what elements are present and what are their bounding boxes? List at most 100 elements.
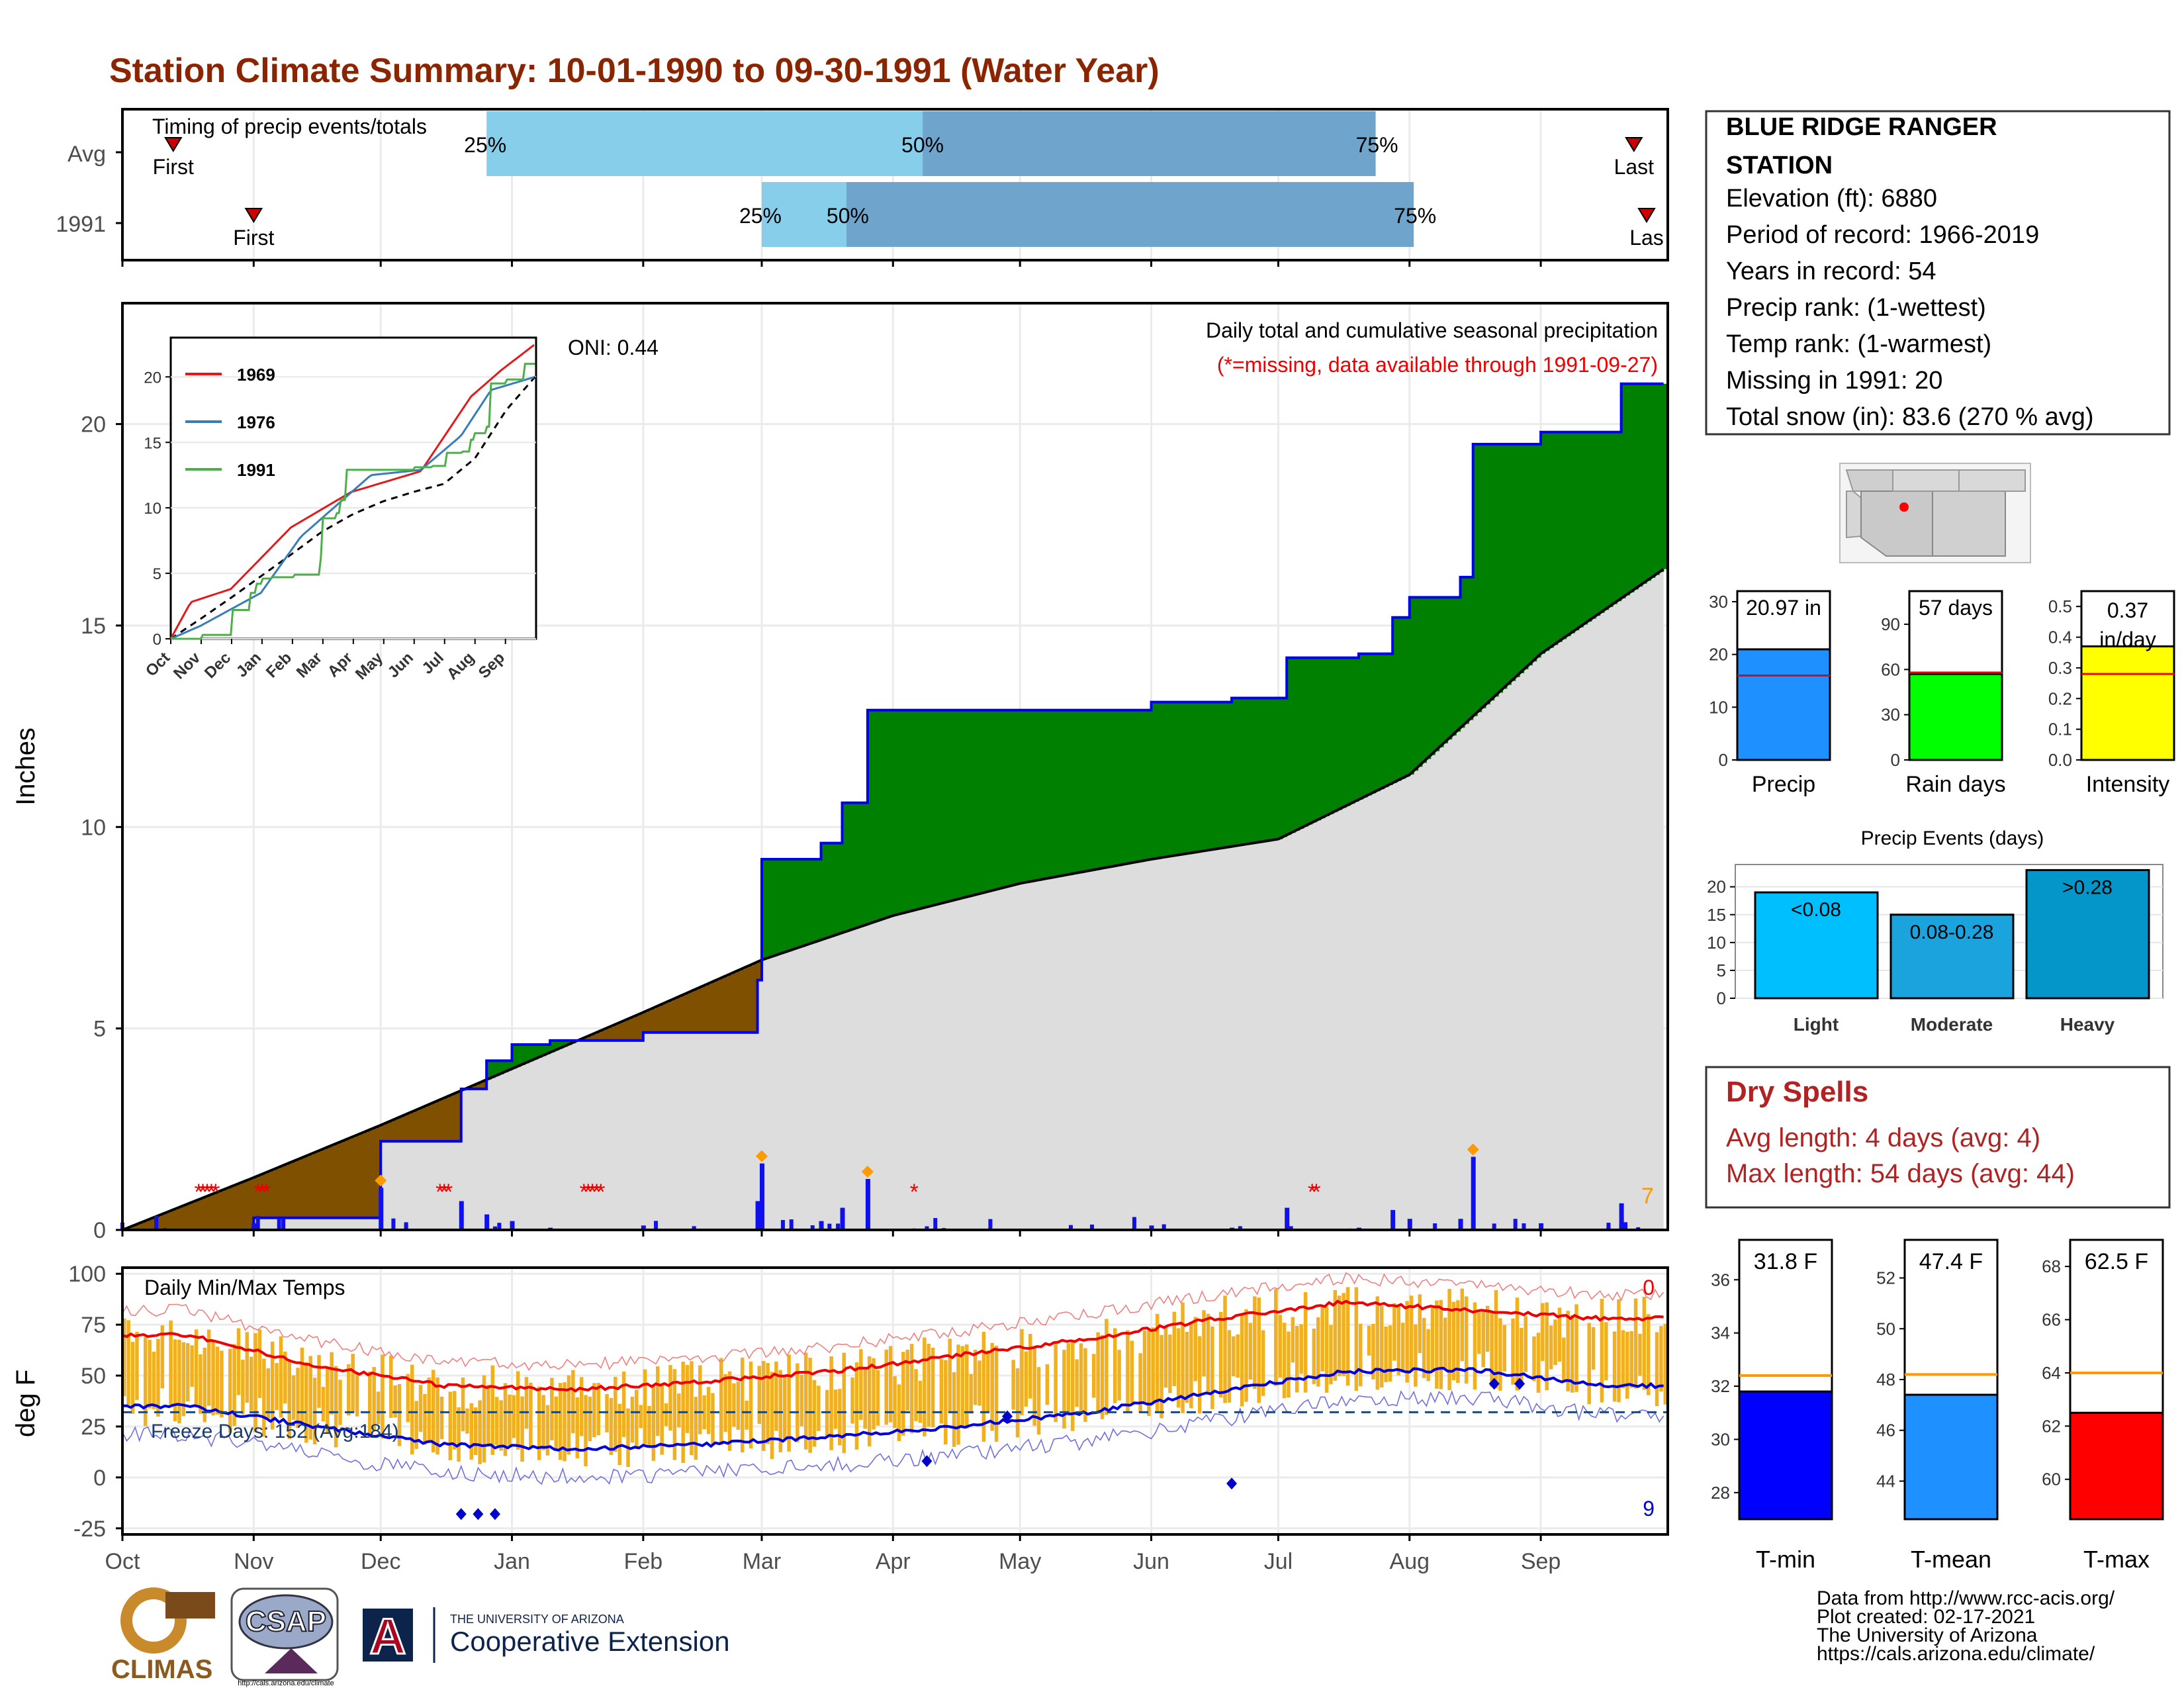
surplus-slice <box>888 710 893 917</box>
daily-temp-bar <box>1524 1316 1527 1372</box>
surplus-slice <box>1371 653 1377 794</box>
surplus-slice <box>1439 597 1444 747</box>
daily-temp-bar <box>368 1371 372 1438</box>
daily-precip-bar <box>1238 1226 1242 1230</box>
surplus-slice <box>821 843 826 940</box>
daily-temp-bar <box>749 1361 753 1449</box>
daily-temp-bar <box>1138 1353 1142 1413</box>
daily-precip-bar <box>1289 1226 1293 1230</box>
daily-temp-bar <box>1130 1340 1134 1403</box>
daily-temp-bar <box>1451 1301 1456 1381</box>
daily-temp-bar <box>617 1403 621 1466</box>
deficit-slice <box>321 1149 326 1218</box>
daily-temp-bar <box>1163 1327 1168 1388</box>
missing-marker: * <box>195 1180 203 1205</box>
daily-temp-bar <box>537 1386 541 1460</box>
surplus-slice <box>901 710 907 914</box>
daily-temp-bar <box>668 1365 672 1430</box>
deficit-slice <box>199 1199 204 1230</box>
daily-temp-bar <box>1278 1315 1282 1378</box>
surplus-slice <box>1320 657 1326 819</box>
deficit-slice <box>723 976 729 1033</box>
daily-temp-bar <box>1227 1330 1232 1403</box>
deficit-slice <box>228 1188 233 1230</box>
deficit-slice <box>181 1206 187 1230</box>
deficit-slice <box>473 1085 478 1089</box>
daily-precip-bar <box>988 1219 993 1230</box>
daily-temp-bar <box>592 1383 596 1438</box>
surplus-slice <box>1172 702 1177 856</box>
surplus-slice <box>791 859 796 951</box>
daily-precip-bar <box>1285 1207 1290 1230</box>
daily-temp-bar <box>698 1365 702 1434</box>
daily-temp-bar <box>457 1407 461 1462</box>
deficit-slice <box>215 1192 220 1230</box>
deficit-slice <box>444 1098 449 1142</box>
daily-temp-bar <box>639 1405 643 1429</box>
daily-temp-bar <box>1172 1311 1177 1386</box>
summary-label-0: Precip <box>1752 772 1815 797</box>
daily-temp-bar <box>588 1396 592 1441</box>
daily-temp-bar <box>923 1337 927 1436</box>
daily-temp-bar <box>389 1355 393 1418</box>
daily-temp-bar <box>1485 1305 1490 1352</box>
daily-temp-bar <box>381 1354 385 1439</box>
surplus-slice <box>770 859 775 957</box>
temp-ytick-label-0: -25 <box>73 1517 106 1542</box>
daily-temp-bar <box>796 1363 799 1442</box>
summary-bar-1 <box>1908 673 2003 761</box>
deficit-slice <box>439 1100 445 1142</box>
timing-bar-q2-1 <box>846 182 1414 247</box>
surplus-slice <box>1388 653 1393 785</box>
deficit-slice <box>326 1148 331 1218</box>
daily-temp-bar <box>1460 1288 1465 1362</box>
summary-label-1: Rain days <box>1905 772 2005 797</box>
daily-temp-bar <box>1532 1336 1536 1382</box>
daily-temp-bar <box>833 1389 838 1429</box>
daily-temp-bar <box>410 1364 414 1455</box>
surplus-slice <box>1147 710 1152 861</box>
station-precip-rank: Precip rank: (1-wettest) <box>1726 294 1986 322</box>
daily-temp-bar <box>249 1356 253 1411</box>
deficit-slice <box>584 1037 589 1041</box>
daily-temp-bar <box>122 1318 126 1397</box>
daily-temp-bar <box>990 1342 994 1431</box>
surplus-slice <box>1185 702 1190 854</box>
surplus-slice <box>1050 710 1054 878</box>
surplus-slice <box>1642 383 1647 584</box>
map-state-nevada <box>1845 469 1893 492</box>
daily-temp-bar <box>1345 1287 1350 1386</box>
surplus-slice <box>1278 698 1283 839</box>
daily-temp-bar <box>1070 1340 1075 1431</box>
daily-temp-bar <box>1244 1309 1248 1402</box>
daily-temp-bar <box>782 1376 787 1439</box>
surplus-slice <box>1091 710 1097 870</box>
record-low-marker <box>1226 1477 1238 1490</box>
surplus-slice <box>1549 432 1554 648</box>
deficit-slice <box>668 1001 674 1033</box>
events-bar-label-0: Light <box>1794 1014 1839 1035</box>
surplus-slice <box>965 710 970 898</box>
surplus-slice <box>1451 597 1457 736</box>
events-bar-label-1: Moderate <box>1911 1014 1993 1035</box>
missing-marker: * <box>588 1180 596 1205</box>
daily-temp-bar <box>647 1405 651 1446</box>
deficit-slice <box>253 1177 259 1218</box>
daily-temp-bar <box>1473 1302 1477 1390</box>
daily-temp-bar <box>948 1338 952 1413</box>
csap-logo-text: CSAP <box>246 1605 326 1638</box>
daily-temp-bar <box>897 1384 901 1442</box>
daily-temp-bar <box>787 1354 791 1452</box>
daily-temp-bar <box>1236 1334 1240 1378</box>
temp-box-value-0: 31.8 F <box>1754 1249 1817 1274</box>
deficit-slice <box>275 1168 280 1218</box>
daily-temp-bar <box>745 1400 749 1430</box>
daily-precip-bar <box>281 1218 286 1230</box>
daily-temp-bar <box>203 1347 207 1423</box>
surplus-slice <box>1460 577 1465 728</box>
daily-temp-bar <box>1617 1299 1621 1403</box>
daily-temp-bar <box>973 1349 978 1405</box>
daily-precip-bar <box>819 1221 824 1230</box>
surplus-slice <box>1591 432 1596 619</box>
timing-bar-q1-0 <box>486 111 923 176</box>
